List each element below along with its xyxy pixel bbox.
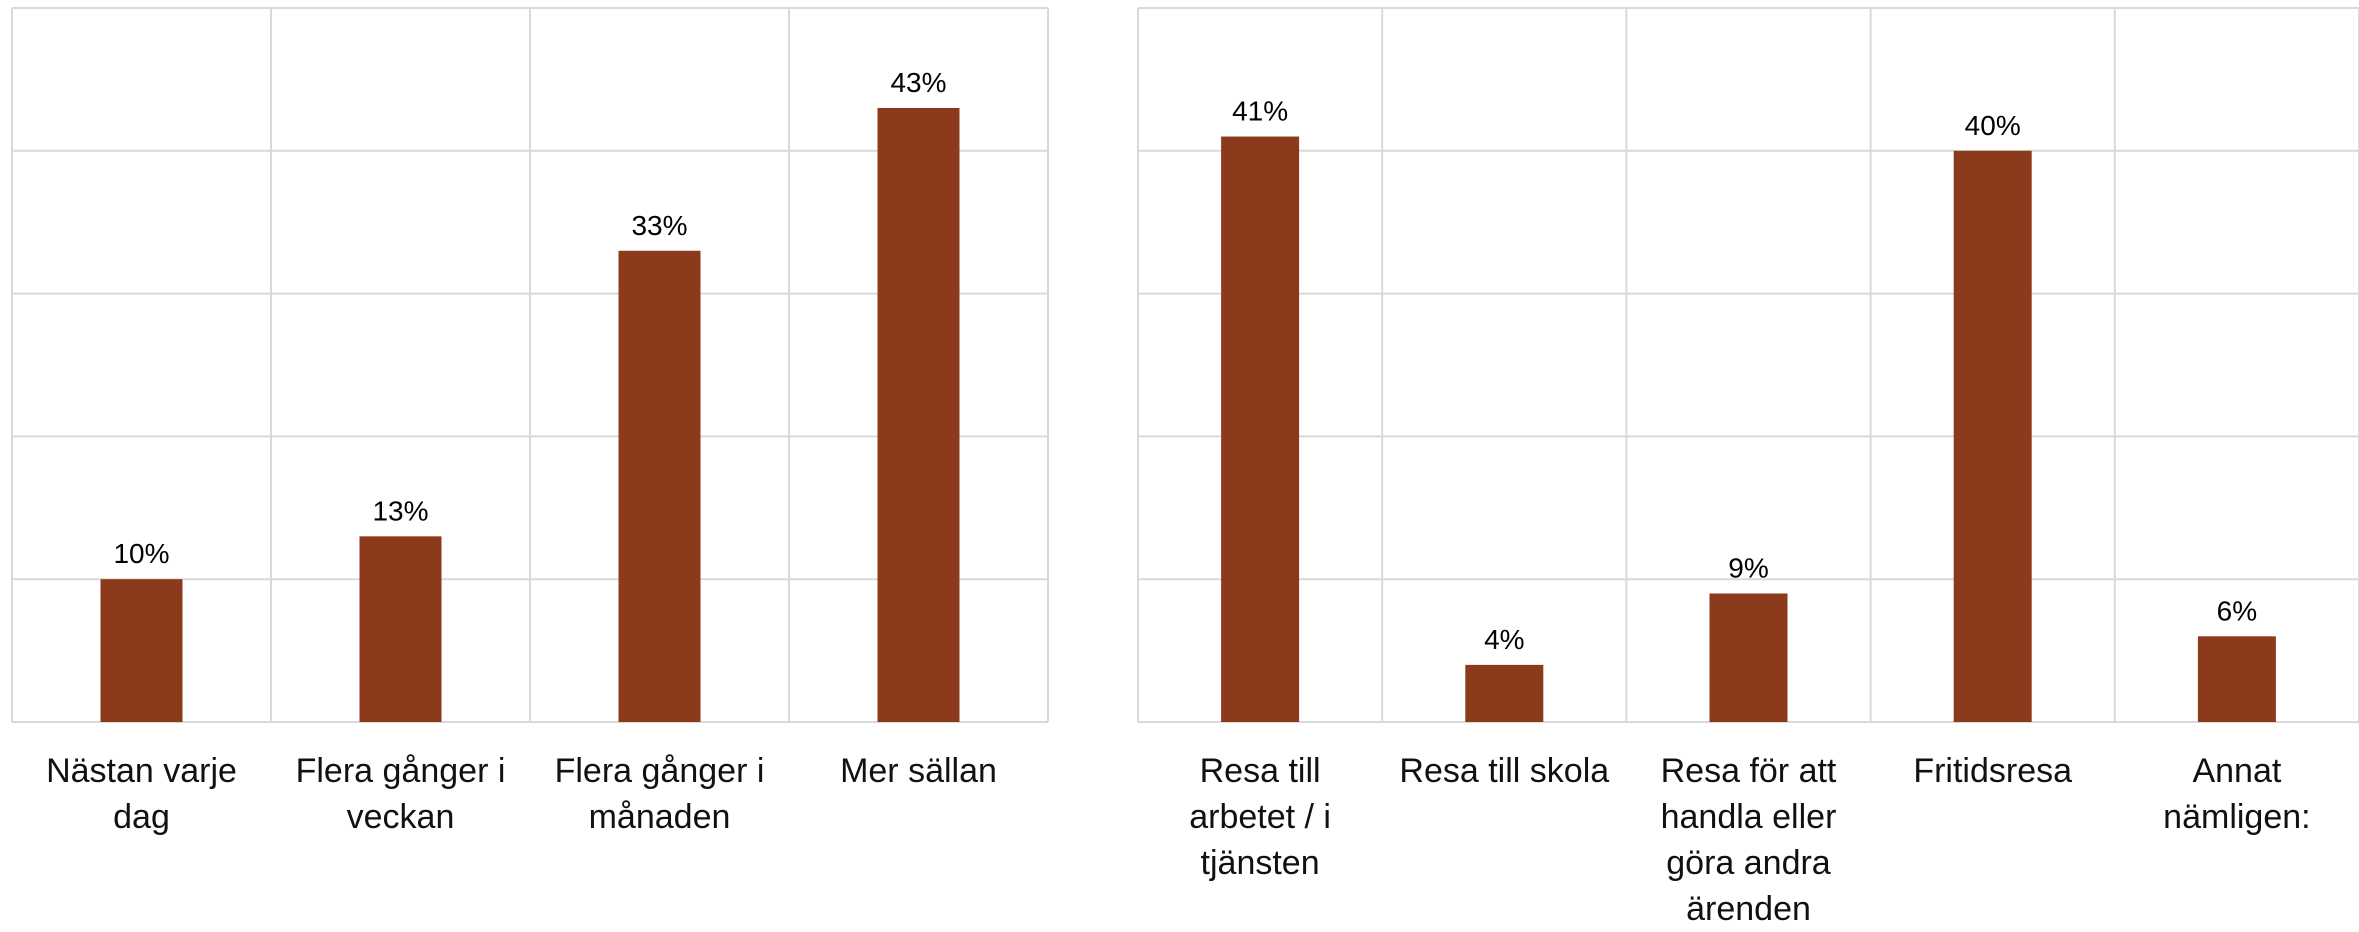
data-label: 4%: [1484, 624, 1524, 655]
bar: [2197, 636, 2276, 722]
category-label: Flera gånger i månaden: [554, 752, 765, 836]
category-label: Mer sällan: [840, 752, 997, 790]
bar: [1465, 664, 1544, 722]
bar: [359, 536, 442, 722]
chart-frequency: 10% 13% 33% 43% Nästan varje dag Flera gånger…: [0, 0, 1100, 930]
category-label: Resa till skola: [1399, 752, 1610, 790]
data-label: 9%: [1728, 552, 1768, 583]
data-label: 41%: [1232, 96, 1288, 127]
data-label: 6%: [2217, 595, 2257, 626]
chart-svg: 41% 4% 9% 40% 6%: [1137, 7, 2359, 723]
category-label: Fritidsresa: [1913, 752, 2073, 790]
bar: [1221, 136, 1300, 722]
category-label: Resa för att handla eller göra andra äre…: [1660, 752, 1837, 928]
category-label: Annat nämligen:: [2163, 752, 2311, 836]
data-label: 33%: [631, 210, 687, 241]
category-label: Nästan varje dag: [46, 752, 237, 836]
bar: [100, 579, 183, 722]
chart-svg: 10% 13% 33% 43%: [11, 7, 1049, 723]
data-label: 40%: [1965, 110, 2021, 141]
bar: [877, 107, 960, 722]
bar: [618, 250, 701, 722]
data-label: 13%: [372, 495, 428, 526]
data-label: 10%: [113, 538, 169, 569]
chart-trip-purpose: 41% 4% 9% 40% 6% Resa till arbetet / i tjänst…: [1120, 0, 2359, 930]
bar: [1709, 593, 1788, 722]
category-label: Flera gånger i veckan: [295, 752, 506, 836]
category-label: Resa till arbetet / i tjänsten: [1189, 752, 1331, 882]
data-label: 43%: [890, 67, 946, 98]
bar: [1953, 150, 2032, 723]
